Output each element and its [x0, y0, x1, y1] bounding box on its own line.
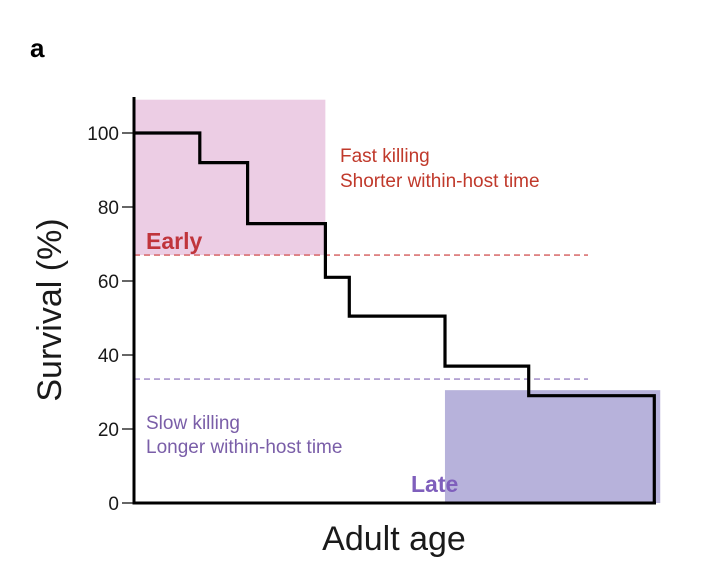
axes: 0 20 40 60 80 100 — [87, 97, 656, 515]
annotation-slow-killing: Slow killing — [146, 413, 240, 434]
y-tick-label-80: 80 — [98, 198, 119, 219]
survival-curve-0 — [134, 131, 656, 503]
y-tick-label-20: 20 — [98, 420, 119, 441]
y-tick-label-40: 40 — [98, 346, 119, 367]
annotation-longer-time: Longer within-host time — [146, 437, 342, 458]
y-axis-title: Survival (%) — [31, 218, 69, 401]
series — [134, 131, 656, 503]
y-tick-label-60: 60 — [98, 272, 119, 293]
y-tick-label-0: 0 — [108, 494, 119, 515]
threshold-lines — [134, 254, 588, 380]
annotation-shorter-time: Shorter within-host time — [340, 171, 540, 192]
x-axis-title: Adult age — [322, 520, 466, 558]
region-early-label: Early — [146, 228, 202, 254]
annotation-fast-killing: Fast killing — [340, 146, 430, 167]
panel-label: a — [30, 33, 45, 63]
y-tick-label-100: 100 — [87, 124, 119, 145]
region-late-shade — [444, 390, 661, 503]
region-late-label: Late — [411, 471, 458, 497]
region-early-shade — [134, 99, 326, 256]
regions — [134, 99, 661, 503]
